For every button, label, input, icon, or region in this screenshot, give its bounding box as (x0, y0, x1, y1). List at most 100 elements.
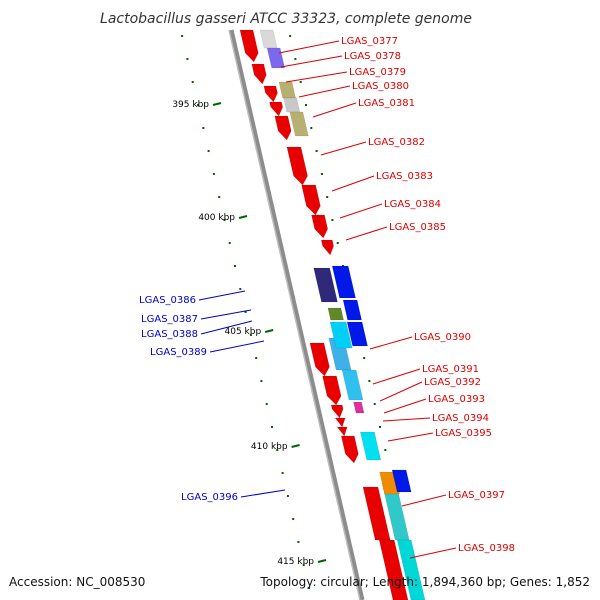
gene-label-leader (209, 340, 265, 353)
track-dot (265, 403, 268, 405)
gene-feature (360, 431, 382, 461)
gene-label[interactable]: LGAS_0398 (458, 543, 515, 554)
gene-label[interactable]: LGAS_0384 (384, 199, 441, 210)
gene-label-leader (379, 381, 423, 402)
track-dot (310, 127, 313, 129)
gene-label-leader (240, 489, 286, 498)
genome-backbone (228, 29, 365, 600)
track-dot (373, 403, 376, 405)
gene-label[interactable]: LGAS_0386 (139, 295, 196, 306)
gene-label-leader (312, 102, 357, 118)
gene-label[interactable]: LGAS_0379 (349, 67, 406, 78)
gene-label[interactable]: LGAS_0395 (435, 428, 492, 439)
genome-backbone-highlight (228, 29, 361, 600)
gene-label[interactable]: LGAS_0394 (432, 413, 489, 424)
gene-label[interactable]: LGAS_0380 (352, 81, 409, 92)
gene-feature (396, 539, 426, 600)
track-dot (186, 58, 189, 60)
gene-feature (286, 146, 308, 186)
gene-label[interactable]: LGAS_0392 (424, 377, 481, 388)
track-dot (239, 288, 242, 290)
gene-feature (283, 97, 301, 113)
track-dot (249, 334, 252, 336)
track-dot (181, 35, 184, 37)
gene-feature (355, 411, 365, 414)
track-dot (336, 242, 339, 244)
gene-feature (239, 29, 259, 63)
track-dot (223, 219, 226, 221)
gene-label-leader (345, 226, 388, 241)
track-dot (207, 150, 210, 152)
gene-feature (251, 63, 267, 85)
kbp-ticks: 395 kbp 400 kbp 405 kbp 410 kbp 415 kbp (172, 100, 327, 567)
gene-label[interactable]: LGAS_0393 (428, 394, 485, 405)
gene-label[interactable]: LGAS_0390 (414, 332, 471, 343)
gene-label-leader (387, 432, 434, 442)
track-dot (302, 564, 305, 566)
track-dot (294, 58, 297, 60)
track-dot (326, 196, 329, 198)
gene-label-leader (278, 40, 340, 54)
gene-feature (313, 267, 338, 303)
accession-text: Accession: NC_008530 (9, 575, 146, 589)
gene-label[interactable]: LGAS_0388 (141, 329, 198, 340)
track-dot (368, 380, 371, 382)
gene-label[interactable]: LGAS_0397 (448, 490, 505, 501)
track-dot (234, 265, 236, 267)
track-dot (299, 81, 302, 83)
gene-label[interactable]: LGAS_0385 (389, 222, 446, 233)
gene-feature (342, 299, 362, 321)
gene-label[interactable]: LGAS_0391 (422, 364, 479, 375)
gene-feature (301, 184, 321, 216)
track-dot (305, 104, 307, 106)
gene-label[interactable]: LGAS_0377 (341, 36, 398, 47)
gene-label-leader (372, 368, 421, 385)
gene-feature (309, 342, 330, 377)
track-dot (379, 426, 381, 428)
gene-label[interactable]: LGAS_0389 (150, 347, 207, 358)
kbp-tick-mark (238, 215, 248, 219)
gene-feature (330, 404, 344, 419)
gene-label-leader (198, 290, 246, 301)
track-dot (308, 587, 310, 589)
gene-label[interactable]: LGAS_0382 (368, 137, 425, 148)
gene-feature (263, 85, 278, 103)
track-dot (384, 449, 387, 451)
genome-summary-text: Topology: circular; Length: 1,894,360 bp… (260, 575, 590, 589)
gene-label[interactable]: LGAS_0383 (376, 171, 433, 182)
track-dot (320, 173, 323, 175)
gene-labels: LGAS_0377 LGAS_0378 LGAS_0379 LGAS_0380 LGAS… (139, 36, 515, 559)
gene-feature (341, 369, 364, 401)
gene-label-leader (280, 55, 343, 68)
track-dot (292, 518, 295, 520)
map-title: Lactobacillus gasseri ATCC 33323, comple… (100, 11, 472, 27)
gene-label[interactable]: LGAS_0387 (141, 314, 198, 325)
gene-feature (274, 115, 292, 141)
kbp-tick-mark (264, 329, 274, 333)
gene-feature (378, 539, 409, 600)
gene-feature (259, 29, 278, 49)
gene-label[interactable]: LGAS_0396 (181, 492, 238, 503)
gene-label-leader (339, 203, 383, 219)
gene-feature (346, 321, 368, 347)
gene-features (239, 29, 426, 600)
gene-label-leader (200, 309, 252, 320)
gene-feature (266, 47, 286, 69)
gene-feature (311, 214, 328, 239)
kbp-tick-label: 405 kbp (225, 327, 262, 337)
track-dot (315, 150, 318, 152)
kbp-tick-mark (317, 559, 327, 563)
gene-label-leader (383, 398, 427, 414)
gene-feature (340, 435, 359, 464)
kbp-tick-label: 410 kbp (251, 442, 288, 452)
gene-feature (327, 307, 344, 321)
gene-label[interactable]: LGAS_0381 (358, 98, 415, 109)
track-dot (281, 472, 284, 474)
track-dot (260, 380, 263, 382)
gene-label[interactable]: LGAS_0378 (344, 51, 401, 62)
track-dot (218, 196, 221, 198)
gene-label-leader (409, 547, 457, 559)
track-dot (197, 104, 199, 106)
track-dot (331, 219, 334, 221)
